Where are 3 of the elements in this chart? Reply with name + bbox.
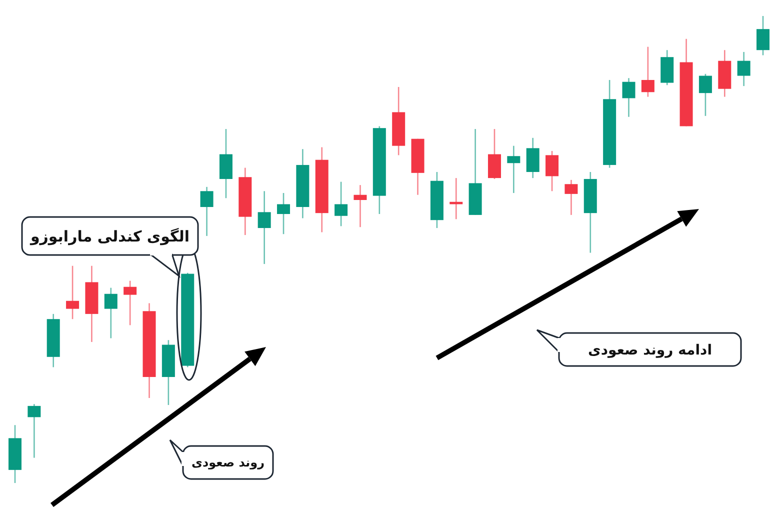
annotation: روند صعودی xyxy=(191,456,265,470)
annotation: ادامه روند صعودی xyxy=(588,342,712,358)
annotation: الگوی کندلی مارابوزو xyxy=(29,227,190,246)
